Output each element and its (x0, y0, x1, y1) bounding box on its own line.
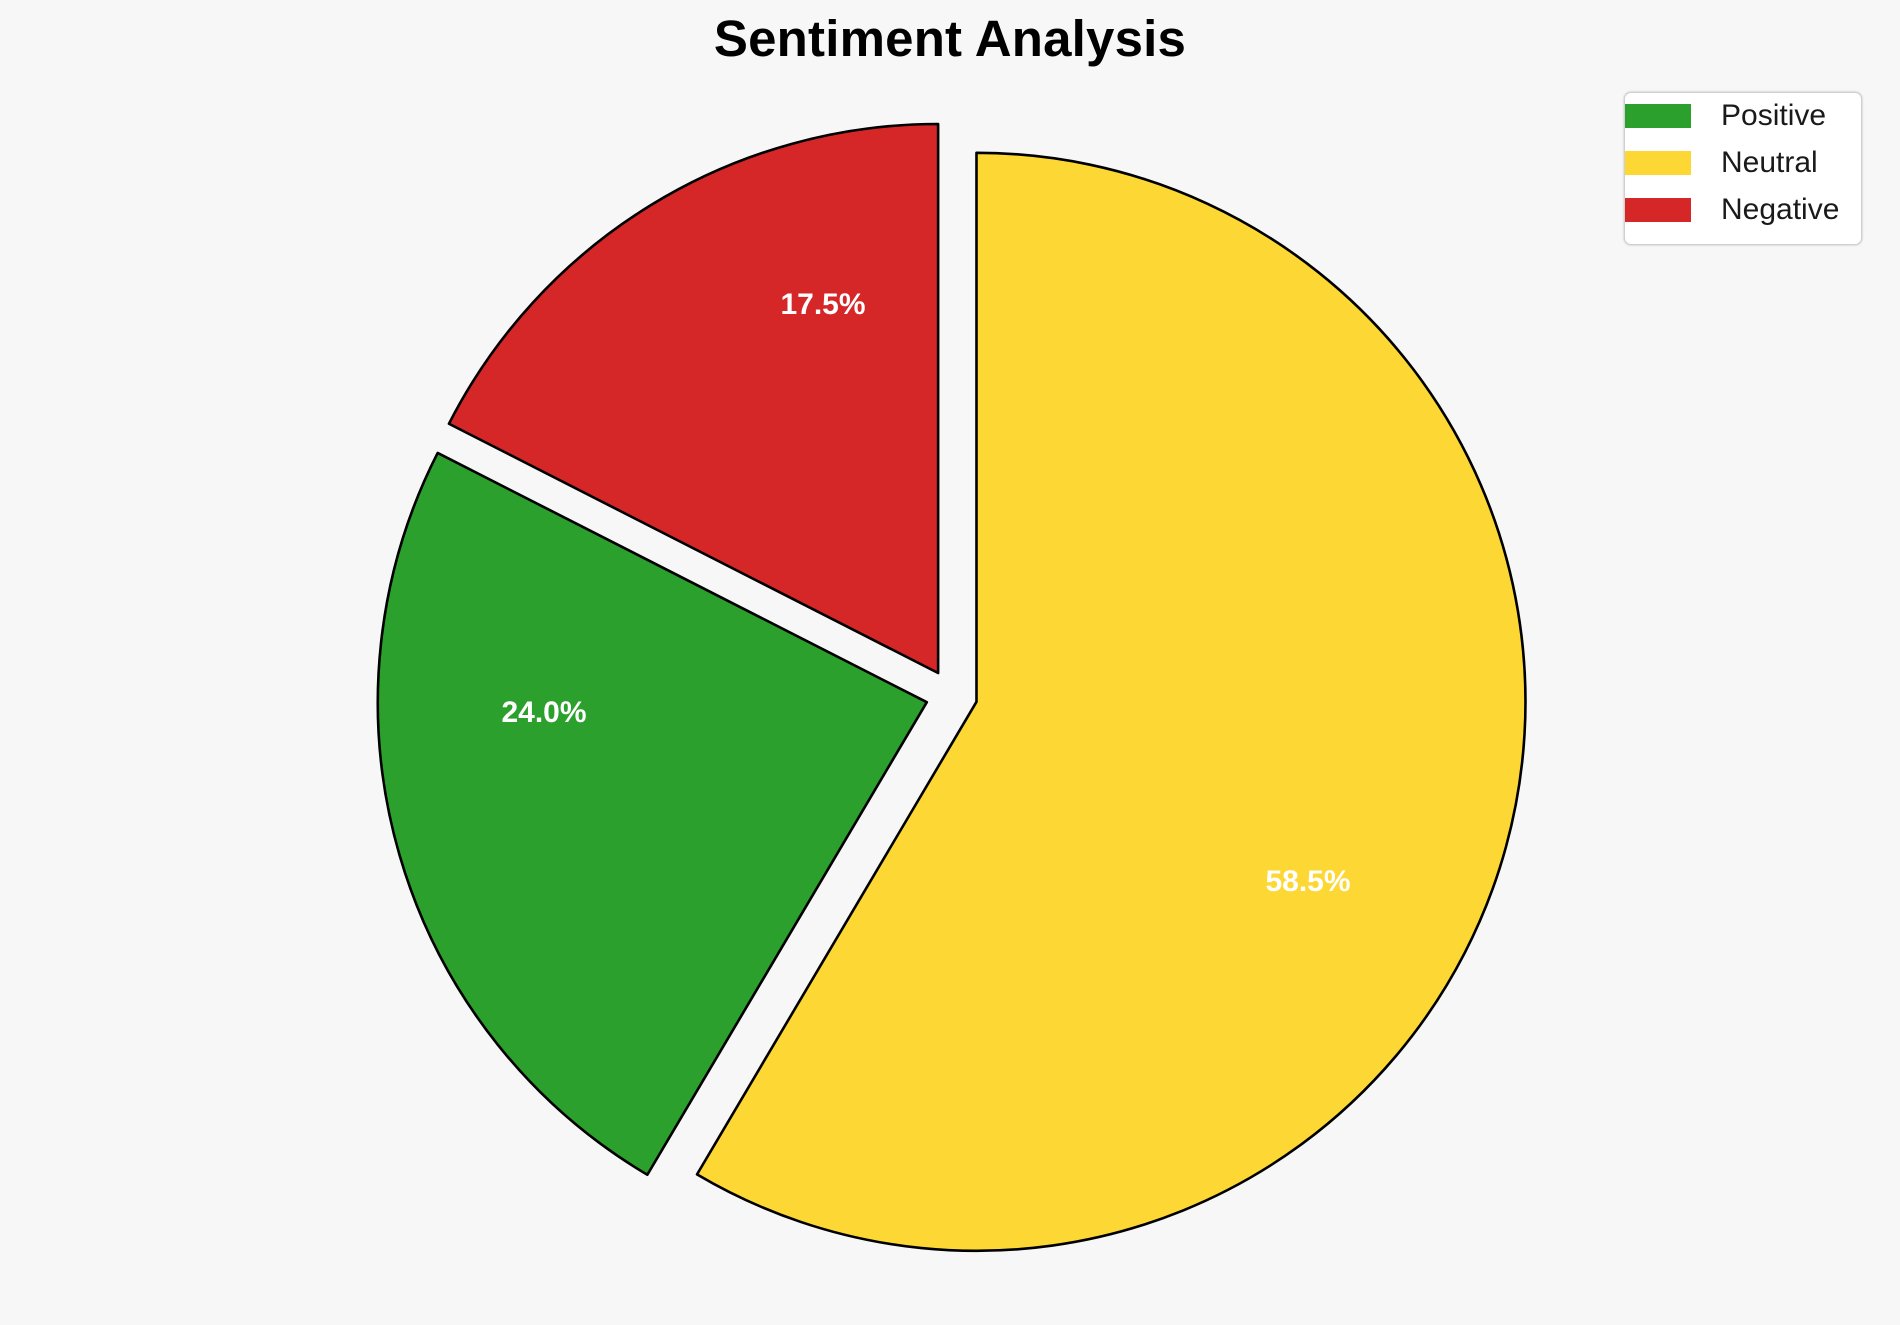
svg-text:17.5%: 17.5% (780, 288, 865, 321)
svg-text:58.5%: 58.5% (1265, 865, 1350, 898)
svg-text:24.0%: 24.0% (501, 696, 586, 729)
